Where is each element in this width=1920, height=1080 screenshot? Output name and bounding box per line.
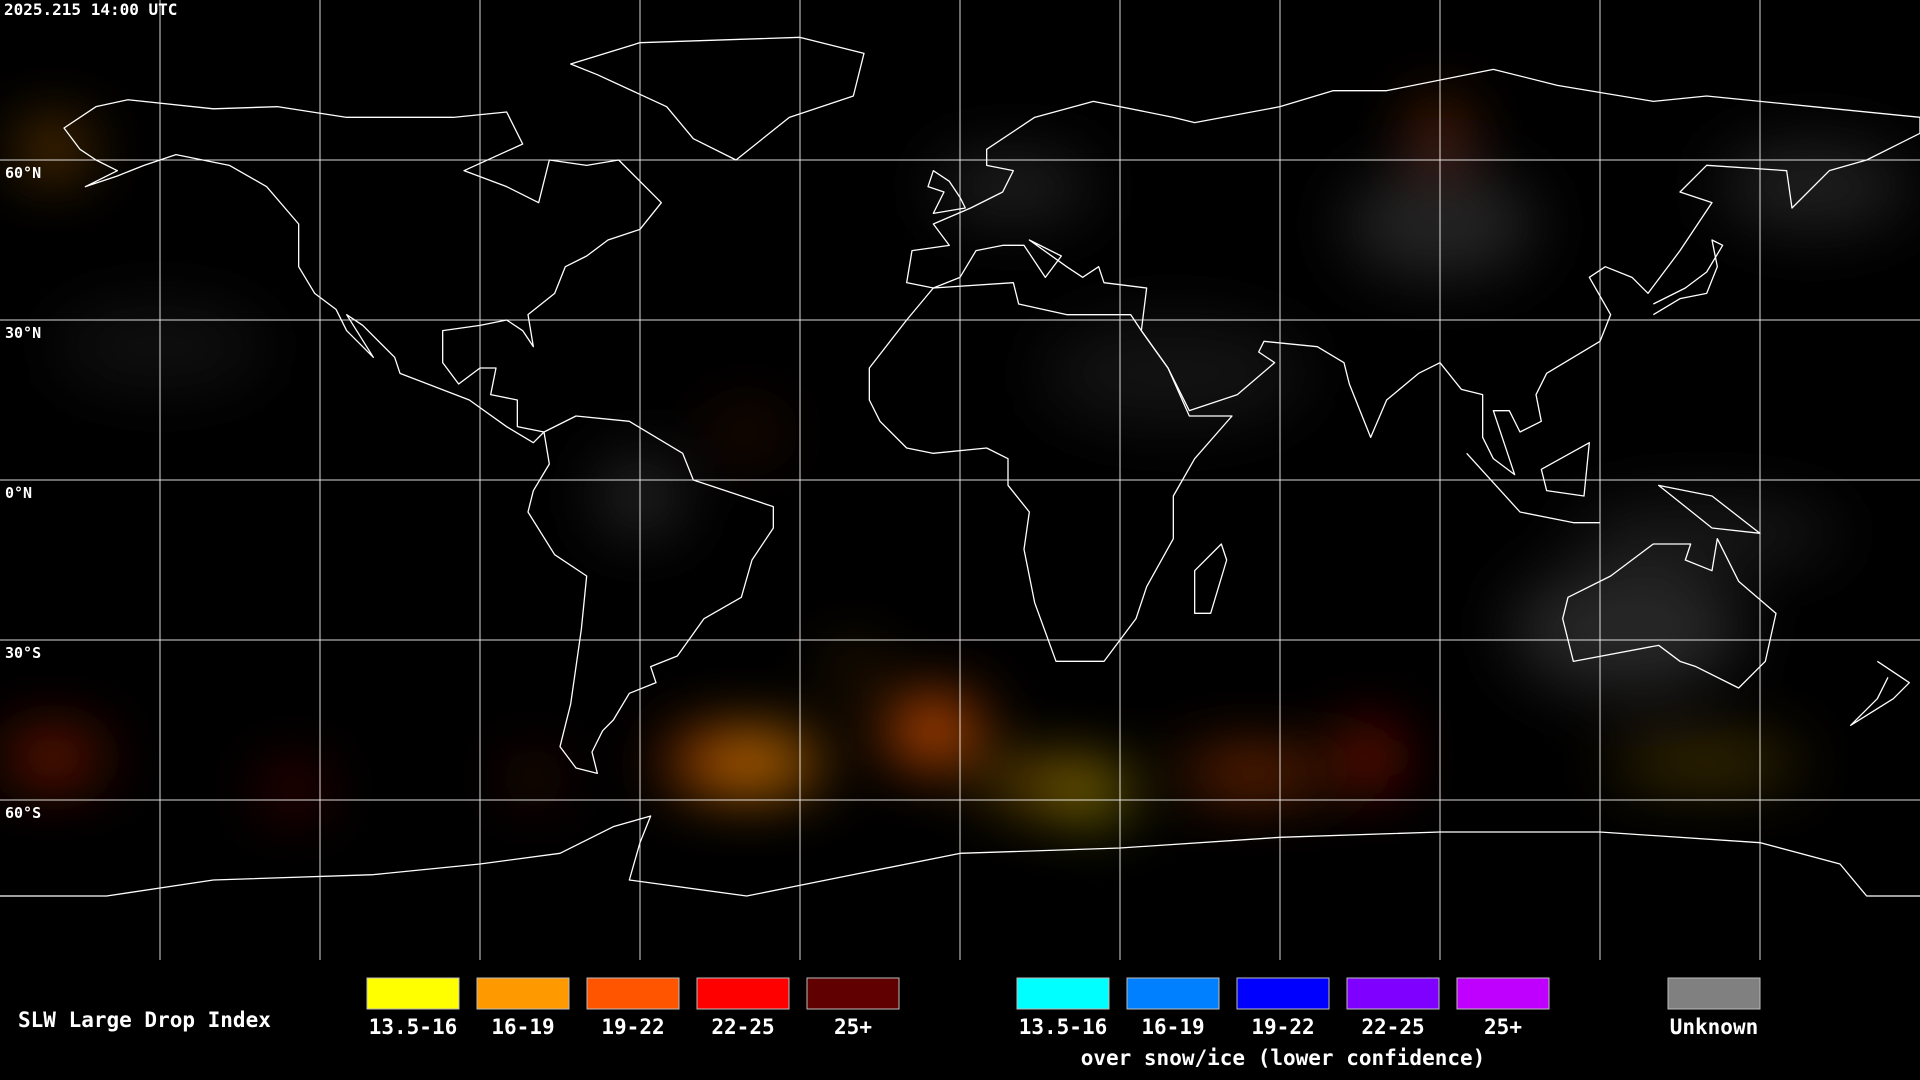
graticule (0, 0, 1920, 960)
legend-swatch (366, 977, 460, 1010)
legend-label: 22-25 (711, 1015, 774, 1039)
legend-swatch (586, 977, 680, 1010)
legend-title: SLW Large Drop Index (18, 1008, 271, 1032)
legend-swatch (1236, 977, 1330, 1010)
legend-label: 13.5-16 (369, 1015, 458, 1039)
legend-swatch (1016, 977, 1110, 1010)
latitude-label: 30°S (5, 644, 41, 662)
latitude-label: 60°S (5, 804, 41, 822)
timestamp: 2025.215 14:00 UTC (4, 0, 177, 19)
legend-label: 16-19 (1141, 1015, 1204, 1039)
legend-label: 13.5-16 (1019, 1015, 1108, 1039)
latitude-label: 30°N (5, 324, 41, 342)
latitude-label: 60°N (5, 164, 41, 182)
legend-swatch (476, 977, 570, 1010)
legend-swatch (1456, 977, 1550, 1010)
legend-label: 22-25 (1361, 1015, 1424, 1039)
legend-swatch (1667, 977, 1761, 1010)
legend-caption: over snow/ice (lower confidence) (1081, 1046, 1486, 1070)
legend-swatch (1126, 977, 1220, 1010)
legend: 13.5-16 16-19 19-22 22-25 25+ 13.5-16 16-19 19-… (366, 977, 1761, 1070)
legend-label: Unknown (1670, 1015, 1759, 1039)
legend-swatch (696, 977, 790, 1010)
legend-label: 19-22 (1251, 1015, 1314, 1039)
legend-label: 25+ (1484, 1015, 1522, 1039)
legend-label: 25+ (834, 1015, 872, 1039)
legend-label: 16-19 (491, 1015, 554, 1039)
legend-swatch (806, 977, 900, 1010)
legend-label: 19-22 (601, 1015, 664, 1039)
latitude-label: 0°N (5, 484, 32, 502)
latitude-labels: 60°N 30°N 0°N 30°S 60°S (5, 164, 41, 822)
legend-swatch (1346, 977, 1440, 1010)
legend-panel (0, 960, 1920, 1080)
map-geometry (0, 37, 1920, 896)
coastlines (0, 37, 1920, 896)
